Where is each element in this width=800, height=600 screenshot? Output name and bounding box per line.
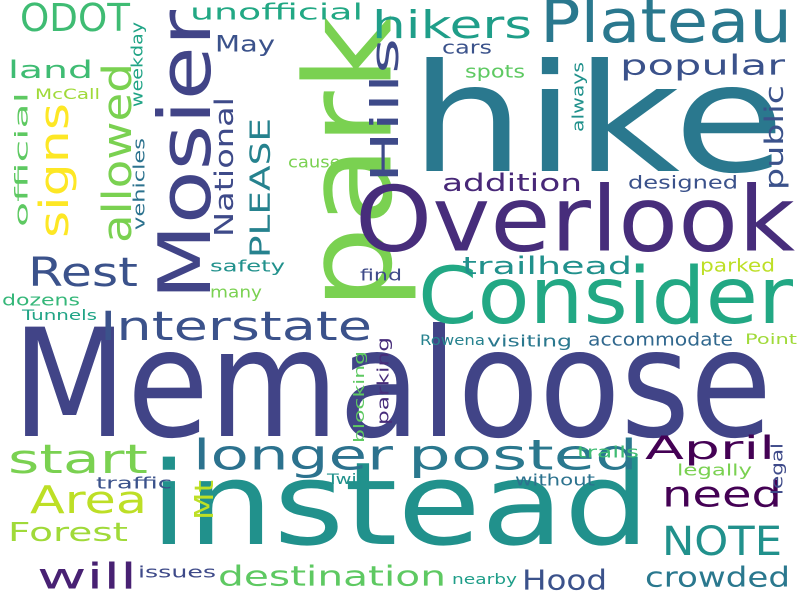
cloud-word: Rest bbox=[28, 250, 138, 296]
cloud-word: cars bbox=[442, 38, 492, 59]
cloud-word: longer bbox=[193, 431, 394, 480]
cloud-word: Interstate bbox=[100, 304, 372, 350]
cloud-word: nearby bbox=[452, 572, 517, 588]
cloud-word: posted bbox=[408, 431, 638, 480]
cloud-word: signs bbox=[32, 103, 78, 238]
cloud-word: hike bbox=[410, 33, 785, 207]
cloud-word: Plateau bbox=[540, 0, 792, 57]
cloud-word: trails bbox=[577, 443, 639, 462]
cloud-word: Point bbox=[745, 332, 798, 348]
cloud-word: destination bbox=[218, 560, 446, 593]
cloud-word: spots bbox=[465, 62, 525, 83]
cloud-word: crowded bbox=[645, 561, 790, 594]
cloud-word: PLEASE bbox=[244, 118, 277, 258]
cloud-word: official bbox=[12, 92, 33, 227]
cloud-word: April bbox=[645, 429, 775, 467]
cloud-word: blocking bbox=[352, 351, 368, 443]
cloud-word: Hood bbox=[522, 564, 607, 597]
cloud-word: Forest bbox=[8, 518, 128, 548]
cloud-word: Twin bbox=[326, 472, 369, 488]
cloud-word: many bbox=[210, 283, 262, 302]
cloud-word: designed bbox=[628, 173, 738, 194]
cloud-word: public bbox=[760, 85, 790, 190]
cloud-word: Overlook bbox=[355, 168, 795, 273]
cloud-word: will bbox=[37, 557, 137, 598]
cloud-word: Rowena bbox=[420, 333, 485, 349]
cloud-word: hikers bbox=[372, 3, 532, 47]
cloud-word: parking bbox=[374, 337, 393, 425]
cloud-word: Mosier bbox=[143, 10, 227, 300]
cloud-word: need bbox=[662, 475, 782, 516]
cloud-word: visiting bbox=[487, 332, 572, 351]
cloud-word: popular bbox=[620, 49, 786, 82]
cloud-word: allowed bbox=[95, 63, 141, 243]
cloud-word: Hills bbox=[363, 38, 407, 183]
cloud-word: instead bbox=[150, 438, 650, 572]
cloud-word: addition bbox=[442, 169, 582, 197]
cloud-word: Area bbox=[30, 478, 147, 522]
cloud-word: NOTE bbox=[662, 519, 782, 565]
cloud-word: safety bbox=[210, 257, 285, 276]
cloud-word: Memaloose bbox=[12, 298, 772, 472]
cloud-word: unofficial bbox=[190, 1, 363, 26]
cloud-word: parked bbox=[700, 256, 775, 277]
cloud-word: Mt bbox=[190, 480, 220, 520]
cloud-word: traffic bbox=[96, 474, 172, 493]
cloud-word: Consider bbox=[418, 252, 794, 342]
cloud-word: McCall bbox=[35, 87, 100, 103]
cloud-word: Tunnels bbox=[21, 308, 97, 324]
cloud-word: ODOT bbox=[20, 0, 131, 40]
cloud-word: May bbox=[215, 33, 275, 58]
cloud-word: without bbox=[515, 471, 595, 490]
cloud-word: issues bbox=[138, 563, 216, 582]
cloud-word: National bbox=[210, 97, 240, 237]
cloud-word: dozens bbox=[2, 291, 80, 310]
cloud-word: start bbox=[8, 437, 148, 483]
cloud-word: legal bbox=[768, 443, 787, 495]
cloud-word: vehicles bbox=[130, 138, 149, 230]
cloud-word: land bbox=[8, 56, 93, 84]
cloud-word: find bbox=[360, 266, 402, 285]
cloud-word: trailhead bbox=[462, 252, 632, 280]
cloud-word: causes bbox=[288, 153, 350, 172]
cloud-word: weekday bbox=[128, 22, 147, 107]
cloud-word: legally bbox=[677, 461, 752, 480]
cloud-word: park bbox=[281, 14, 420, 310]
cloud-word: accommodate bbox=[588, 330, 733, 351]
cloud-word: always bbox=[569, 62, 588, 132]
